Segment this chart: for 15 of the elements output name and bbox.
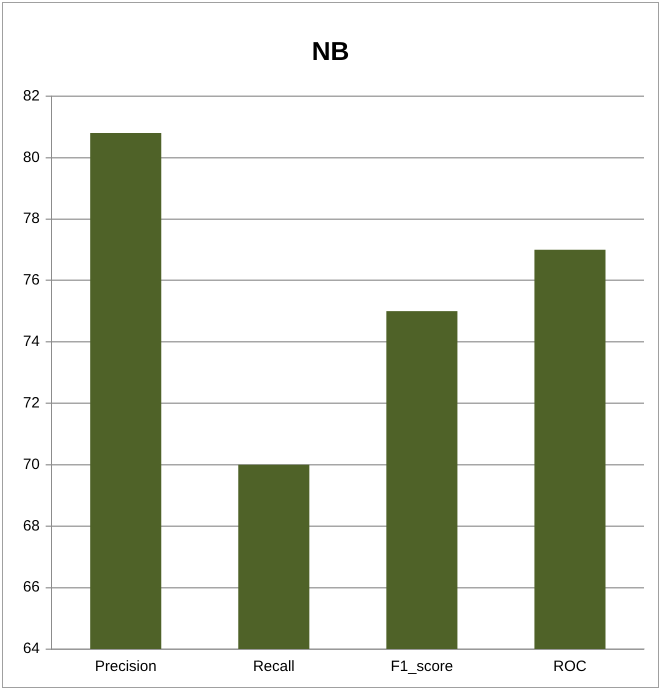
- y-tick-label: 64: [22, 640, 40, 658]
- y-tick-label: 68: [22, 517, 40, 534]
- y-tick-label: 82: [22, 87, 40, 104]
- y-tick-label: 70: [22, 456, 40, 473]
- x-tick-label: Precision: [94, 658, 157, 676]
- y-tick-label: 80: [22, 148, 40, 166]
- x-tick-label: Recall: [252, 658, 295, 676]
- y-tick-label: 78: [22, 210, 40, 228]
- x-tick-label: F1_score: [390, 658, 454, 676]
- y-tick-label: 76: [22, 272, 40, 289]
- y-tick-label: 72: [22, 394, 40, 412]
- y-tick-label: 66: [22, 578, 40, 596]
- y-tick-label: 74: [22, 333, 40, 350]
- x-tick-label: ROC: [553, 658, 587, 676]
- chart-title: NB: [312, 36, 350, 66]
